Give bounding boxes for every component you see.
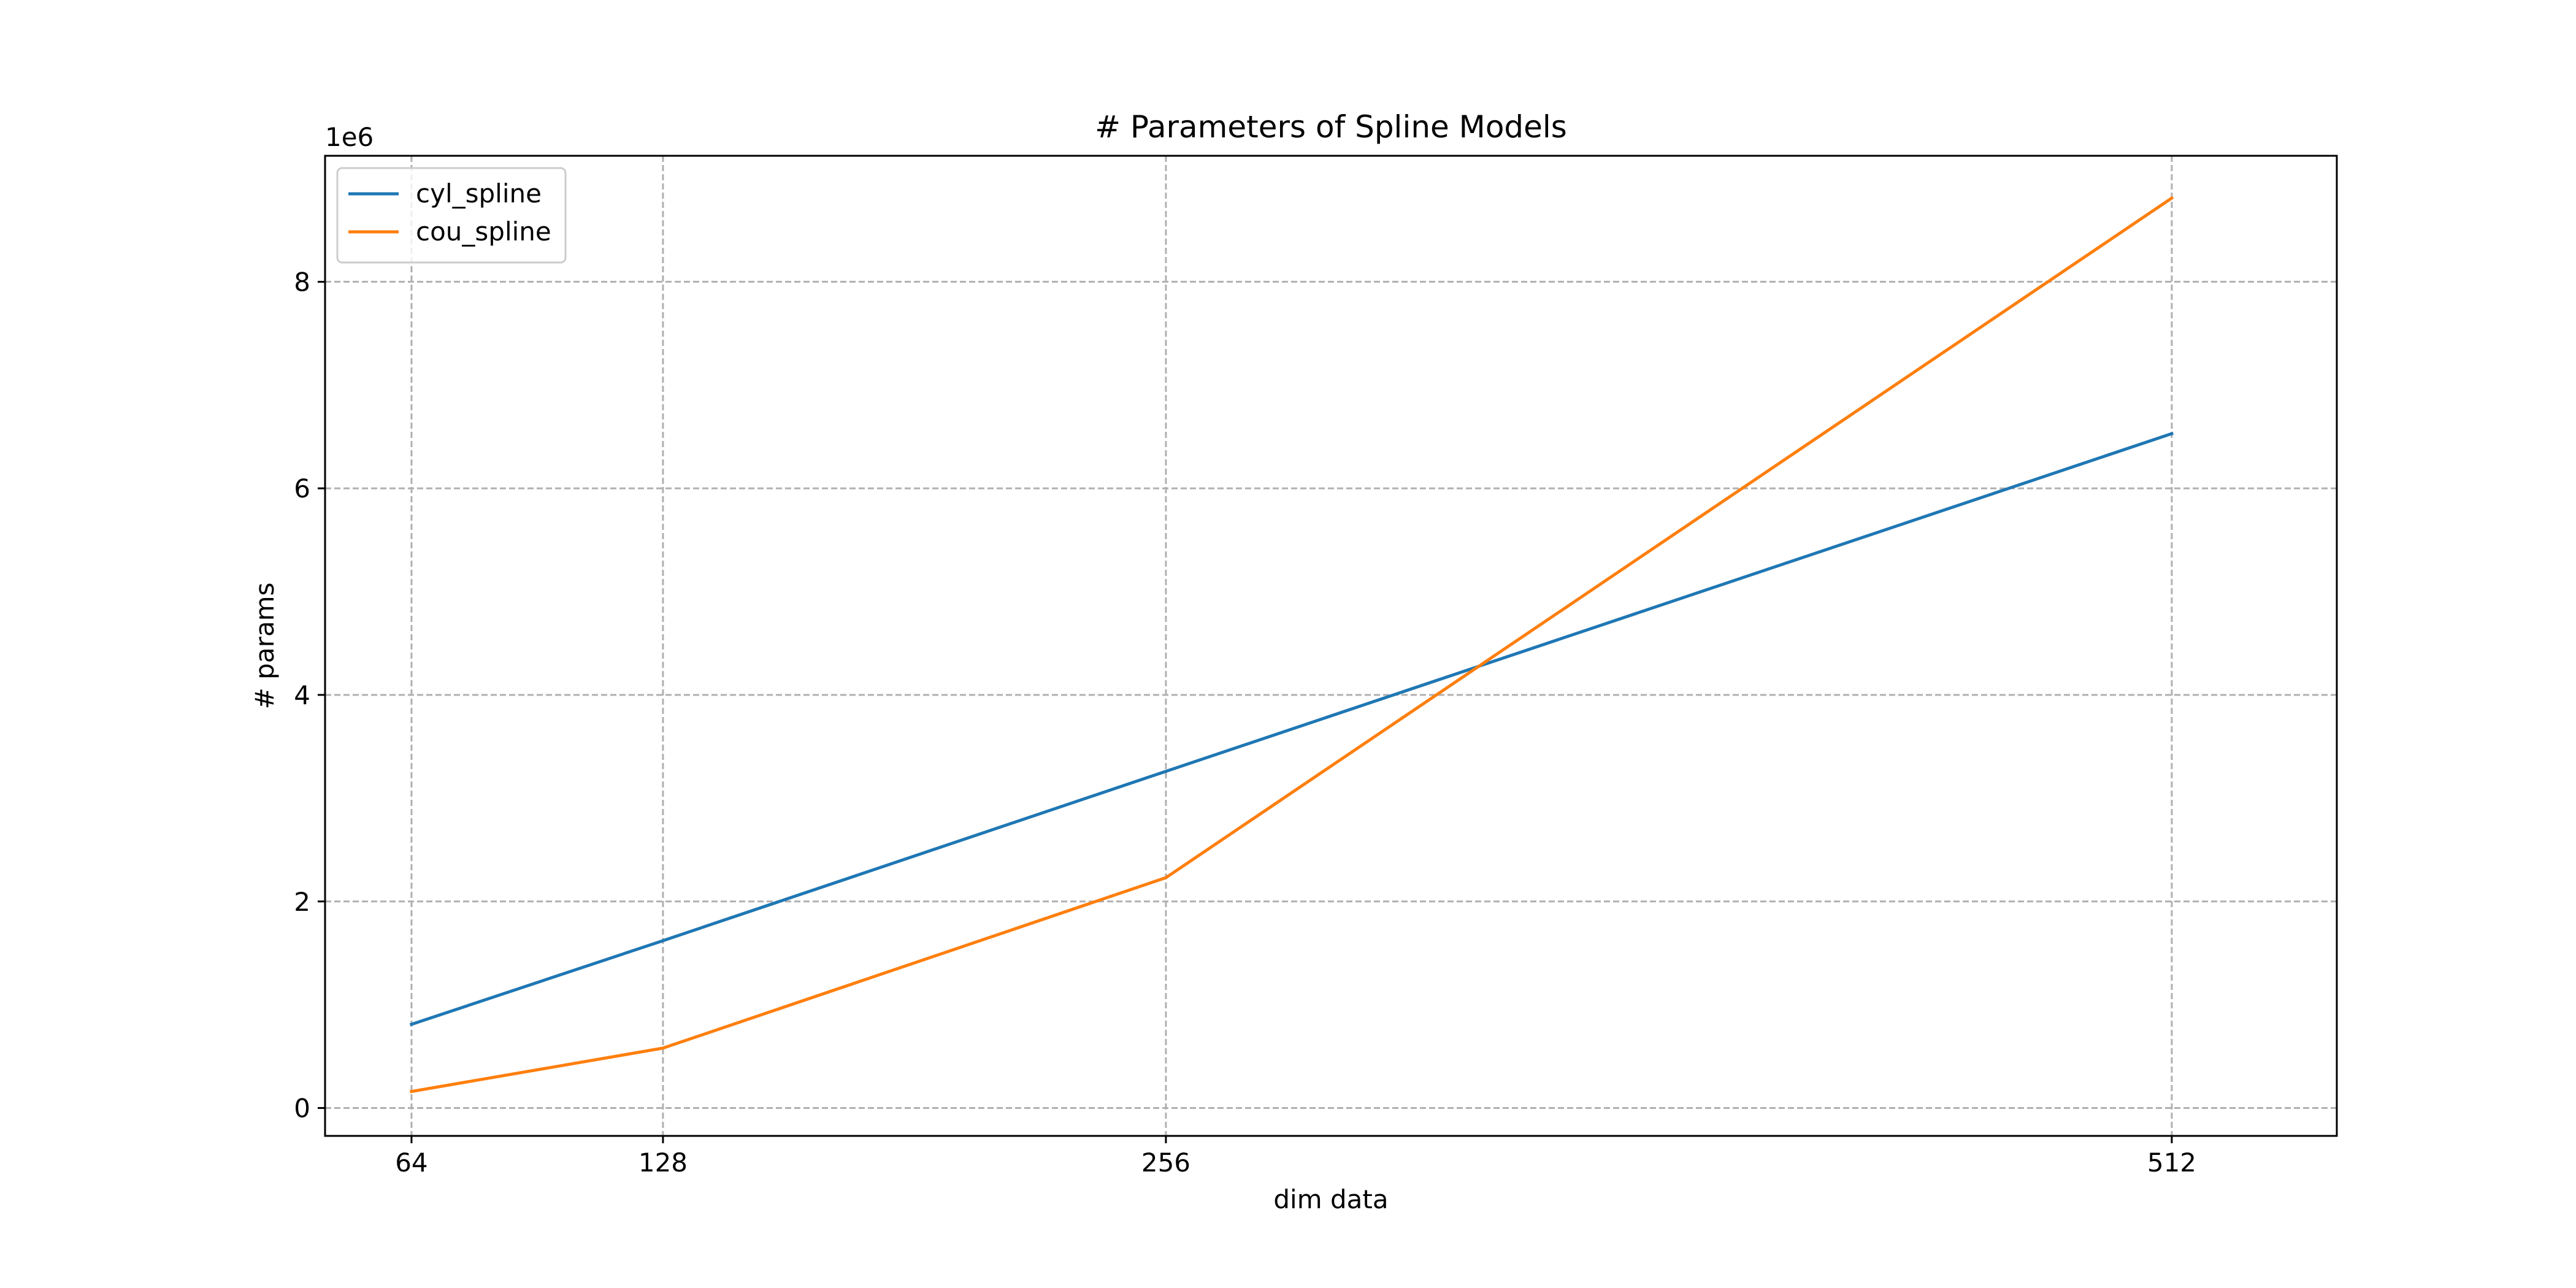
x-axis-label: dim data [1273, 1184, 1388, 1214]
series-line-cyl_spline [409, 431, 2174, 1027]
legend-box [336, 167, 567, 264]
y-axis-label: # params [250, 583, 280, 710]
x-tick-label: 256 [1141, 1148, 1190, 1178]
x-tick-label: 128 [638, 1148, 688, 1178]
axis-ticks: 64 128 256 512 0 2 4 6 8 [294, 267, 2196, 1178]
x-tick-label: 512 [2147, 1148, 2196, 1178]
legend-label-cyl_spline: cyl_spline [416, 178, 542, 209]
plot-frame [324, 155, 2338, 1137]
y-tick-label: 0 [294, 1094, 310, 1124]
chart-title: # Parameters of Spline Models [1095, 109, 1567, 145]
y-tick-label: 8 [294, 267, 310, 297]
legend-label-cou_spline: cou_spline [416, 217, 551, 247]
legend: cyl_spline cou_spline [336, 167, 567, 264]
y-tick-label: 4 [294, 680, 310, 710]
grid-lines [325, 156, 2337, 1136]
series-lines [409, 196, 2174, 1094]
x-tick-label: 64 [395, 1148, 427, 1178]
y-tick-label: 2 [294, 887, 310, 917]
y-tick-label: 6 [294, 473, 310, 504]
series-line-cou_spline [410, 196, 2174, 1094]
y-axis-offset-text: 1e6 [325, 122, 374, 152]
